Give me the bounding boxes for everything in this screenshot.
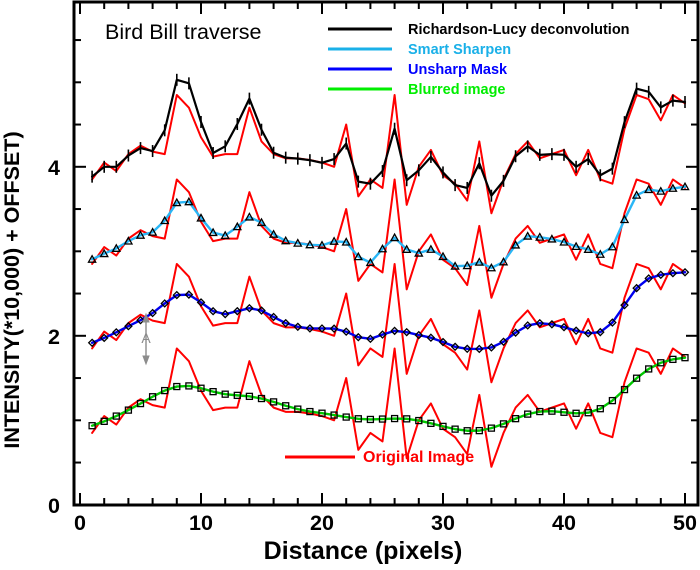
svg-text:4: 4	[48, 156, 60, 180]
svg-text:0: 0	[48, 494, 60, 518]
svg-text:Blurred image: Blurred image	[408, 82, 506, 98]
svg-text:30: 30	[431, 511, 455, 535]
svg-text:0: 0	[74, 511, 86, 535]
svg-text:20: 20	[310, 511, 334, 535]
svg-text:50: 50	[673, 511, 697, 535]
svg-text:Distance (pixels): Distance (pixels)	[264, 537, 463, 565]
svg-text:2: 2	[48, 325, 60, 349]
svg-text:INTENSITY(*10,000) + OFFSET): INTENSITY(*10,000) + OFFSET)	[0, 131, 24, 448]
svg-text:Richardson-Lucy deconvolution: Richardson-Lucy deconvolution	[408, 22, 630, 38]
svg-text:40: 40	[552, 511, 576, 535]
svg-text:10: 10	[189, 511, 213, 535]
svg-text:Original Image: Original Image	[363, 449, 474, 466]
svg-text:A: A	[141, 330, 151, 346]
svg-text:Unsharp Mask: Unsharp Mask	[408, 62, 508, 78]
svg-text:Bird Bill traverse: Bird Bill traverse	[105, 20, 262, 44]
svg-text:Smart Sharpen: Smart Sharpen	[408, 42, 511, 58]
